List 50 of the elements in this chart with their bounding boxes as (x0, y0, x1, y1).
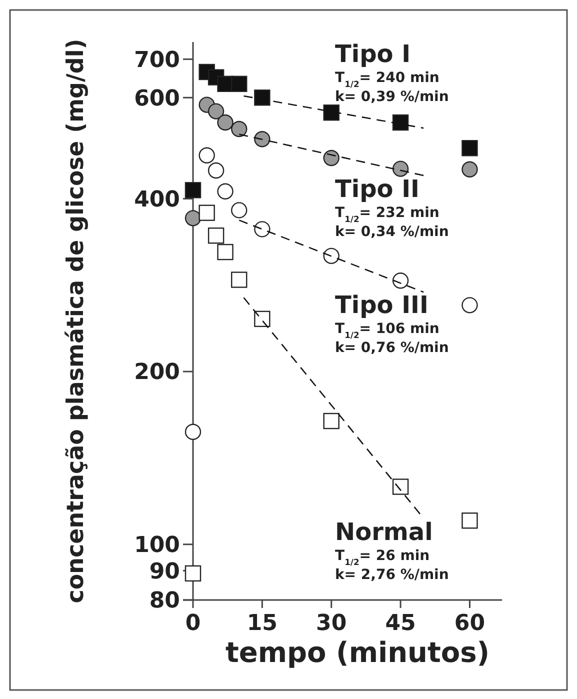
point (184, 210, 202, 226)
annotation: T$_{1/2}$= 232 min (335, 205, 440, 224)
x-axis-title: tempo (minutos) (225, 636, 490, 669)
point (254, 90, 270, 106)
point (231, 120, 248, 138)
point (462, 512, 478, 529)
point (208, 228, 224, 244)
point (323, 150, 340, 166)
point (184, 565, 202, 582)
point (323, 104, 340, 121)
point (231, 76, 248, 92)
annotation: k= 0,39 %/min (335, 89, 449, 105)
point (208, 103, 224, 120)
point (254, 131, 270, 148)
point (392, 114, 409, 131)
y-tick-label: 200 (134, 360, 180, 386)
annotation: k= 0,76 %/min (335, 340, 449, 356)
series-label: Tipo II (335, 175, 420, 203)
point (217, 114, 234, 131)
y-axis-title: concentração plasmática de glicose (mg/dl) (63, 38, 89, 604)
series-label: Normal (335, 518, 433, 546)
y-tick-label: 700 (134, 48, 180, 73)
x-tick-label: 60 (454, 611, 486, 636)
x-tick-label: 45 (385, 611, 416, 636)
annotation: k= 0,34 %/min (335, 224, 449, 240)
point (462, 140, 478, 156)
annotation: T$_{1/2}$= 26 min (335, 548, 430, 567)
point (217, 244, 234, 260)
annotation: k= 2,76 %/min (335, 567, 449, 583)
x-tick-label: 0 (185, 611, 201, 636)
y-tick-label: 100 (134, 533, 180, 558)
y-tick-label: 80 (149, 588, 180, 614)
point (184, 182, 202, 198)
y-tick-label: 400 (134, 187, 180, 212)
point (392, 160, 409, 177)
x-tick-label: 30 (316, 611, 347, 636)
point (392, 478, 409, 495)
annotation: T$_{1/2}$= 240 min (335, 70, 440, 89)
point (462, 161, 478, 178)
x-tick-label: 15 (246, 611, 278, 636)
point (254, 310, 270, 328)
series-label: Tipo III (335, 291, 428, 319)
y-tick-label: 600 (134, 86, 180, 112)
point (231, 272, 248, 288)
y-tick-label: 90 (149, 559, 180, 584)
annotation: T$_{1/2}$= 106 min (335, 321, 440, 340)
point (184, 424, 202, 440)
point (198, 204, 215, 221)
series-label: Tipo I (335, 40, 411, 68)
point (323, 412, 340, 430)
